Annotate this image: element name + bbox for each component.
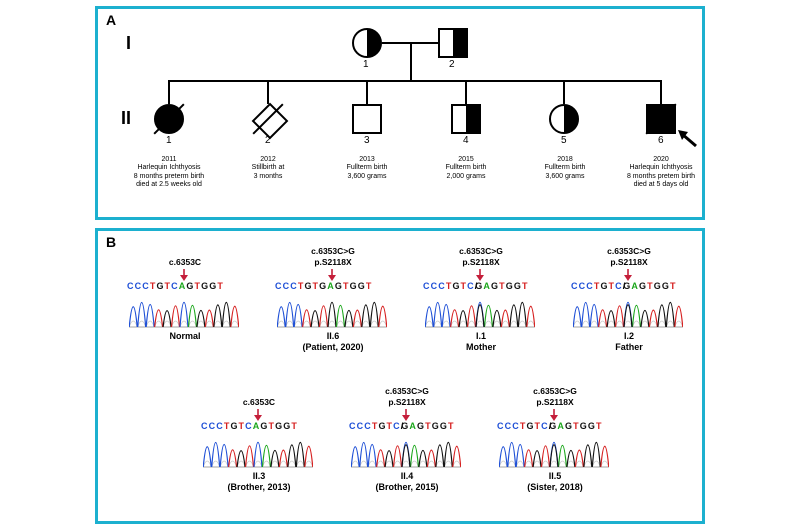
sample-id-line2: (Brother, 2013) bbox=[209, 482, 309, 493]
sample-id: Normal bbox=[135, 331, 235, 342]
figure-root: A I II 1 2 1 2 3 4 5 6 2011Harlequin Ic bbox=[0, 0, 800, 530]
protein-label: p.S2118X bbox=[579, 257, 679, 267]
sample-id: II.3 bbox=[209, 471, 309, 482]
gen-i-label: I bbox=[126, 33, 131, 55]
ped-line-down bbox=[410, 43, 412, 81]
variant-label: c.6353C>G bbox=[357, 386, 457, 396]
drop-ii5 bbox=[563, 80, 565, 104]
sequence-text: CCCTGTCAGTGGT bbox=[127, 281, 224, 291]
cap-ii2: 2012Stillbirth at3 months bbox=[232, 156, 304, 181]
variant-label: c.6353C>G bbox=[579, 246, 679, 256]
sequence-text: CCCTGTCAGTGGT bbox=[201, 421, 298, 431]
ped-ii4 bbox=[451, 104, 481, 134]
sequence-text: CCCTGTGAGTGGT bbox=[275, 281, 372, 291]
variant-label: c.6353C>G bbox=[505, 386, 605, 396]
variant-label: c.6353C bbox=[209, 397, 309, 407]
gen-ii-label: II bbox=[121, 108, 131, 130]
ped-i2-num: 2 bbox=[449, 59, 455, 71]
cap-ii1: 2011Harlequin Ichthyosis8 months preterm… bbox=[122, 156, 216, 190]
ped-ii6-num: 6 bbox=[658, 135, 664, 147]
sample-id-line2: (Brother, 2015) bbox=[357, 482, 457, 493]
sample-id-line2: Father bbox=[579, 342, 679, 353]
protein-label: p.S2118X bbox=[283, 257, 383, 267]
ped-ii3-num: 3 bbox=[364, 135, 370, 147]
ped-i1-num: 1 bbox=[363, 59, 369, 71]
cap-ii4: 2015Fullterm birth2,000 grams bbox=[427, 156, 505, 181]
drop-ii3 bbox=[366, 80, 368, 104]
ped-ii1-num: 1 bbox=[166, 135, 172, 147]
proband-arrow bbox=[676, 128, 700, 148]
protein-label: p.S2118X bbox=[357, 397, 457, 407]
sample-id-line2: Mother bbox=[431, 342, 531, 353]
sample-id: II.6 bbox=[283, 331, 383, 342]
sample-id: I.1 bbox=[431, 331, 531, 342]
drop-ii6 bbox=[660, 80, 662, 104]
sequence-text: CCCTGTC/GAGTGGT bbox=[423, 281, 529, 291]
sample-id: I.2 bbox=[579, 331, 679, 342]
ped-ii3 bbox=[352, 104, 382, 134]
sample-id: II.4 bbox=[357, 471, 457, 482]
drop-ii2 bbox=[267, 80, 269, 104]
ped-ii5 bbox=[549, 104, 579, 134]
cap-ii3: 2013Fullterm birth3,600 grams bbox=[328, 156, 406, 181]
sequence-text: CCCTGTC/GAGTGGT bbox=[571, 281, 677, 291]
ped-i1 bbox=[352, 28, 382, 58]
panel-b-content: c.6353C CCCTGTCAGTGGTNormalc.6353C>Gp.S2… bbox=[95, 228, 705, 524]
protein-label: p.S2118X bbox=[431, 257, 531, 267]
variant-label: c.6353C bbox=[135, 257, 235, 267]
ped-i2 bbox=[438, 28, 468, 58]
protein-label: p.S2118X bbox=[505, 397, 605, 407]
ped-ii4-num: 4 bbox=[463, 135, 469, 147]
sample-id-line2: (Patient, 2020) bbox=[283, 342, 383, 353]
panel-a-label: A bbox=[106, 12, 116, 28]
sample-id: II.5 bbox=[505, 471, 605, 482]
drop-ii1 bbox=[168, 80, 170, 104]
sample-id-line2: (Sister, 2018) bbox=[505, 482, 605, 493]
sequence-text: CCCTGTC/GAGTGGT bbox=[497, 421, 603, 431]
cap-ii6: 2020Harlequin Ichthyosis8 months pretem … bbox=[614, 156, 708, 190]
drop-ii4 bbox=[465, 80, 467, 104]
ped-ii5-num: 5 bbox=[561, 135, 567, 147]
ped-line-sibship bbox=[168, 80, 662, 82]
ped-ii2-num: 2 bbox=[265, 135, 271, 147]
cap-ii5: 2018Fullterm birth3,600 grams bbox=[526, 156, 604, 181]
sequence-text: CCCTGTC/GAGTGGT bbox=[349, 421, 455, 431]
variant-label: c.6353C>G bbox=[283, 246, 383, 256]
variant-label: c.6353C>G bbox=[431, 246, 531, 256]
